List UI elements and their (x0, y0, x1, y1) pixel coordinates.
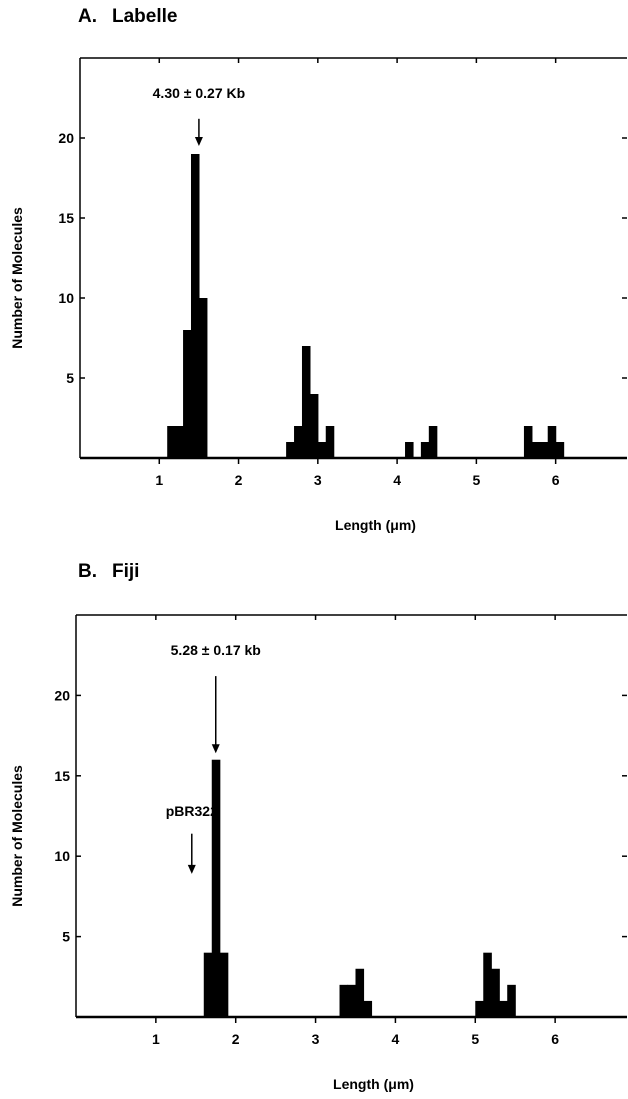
chart-a-annotation-arrowhead-0 (194, 137, 203, 146)
chart-a-y-tick-label-1: 10 (58, 290, 74, 306)
chart-a-annotation-0: 4.30 ± 0.27 Kb (153, 85, 246, 101)
chart-a-bar-12 (420, 442, 430, 458)
chart-b-x-tick-label-3: 4 (392, 1031, 400, 1047)
chart-a-bar-4 (198, 298, 208, 458)
chart-b-bar-10 (499, 1000, 508, 1017)
chart-a-bar-10 (325, 426, 335, 458)
chart-a-bar-18 (555, 442, 565, 458)
chart-b-bar-9 (491, 968, 500, 1017)
chart-b: 1 2 3 4 5 6 5 10 15 20 Length (μm) Number of Molecu… (9, 614, 627, 1092)
panel-b-name: Fiji (112, 561, 140, 582)
chart-b-annotation-0: 5.28 ± 0.17 kb (171, 642, 261, 658)
chart-a-bar-13 (428, 426, 438, 458)
chart-b-bar-3 (339, 984, 349, 1017)
chart-a-x-tick-label-4: 5 (472, 472, 480, 488)
chart-b-y-tick-label-3: 20 (54, 687, 70, 703)
chart-a-y-axis-label: Number of Molecules (9, 207, 25, 349)
chart-a-bar-17 (547, 426, 557, 458)
chart-b-y-tick-label-2: 15 (54, 768, 70, 784)
chart-a-x-tick-label-1: 2 (235, 472, 243, 488)
chart-b-y-tick-label-0: 5 (62, 929, 70, 945)
chart-a-bar-15 (531, 442, 541, 458)
chart-b-bar-4 (347, 984, 357, 1017)
chart-b-annotation-1: pBR322 (166, 803, 218, 819)
chart-b-bar-5 (355, 968, 365, 1017)
chart-a-bar-7 (301, 346, 311, 458)
chart-a-bar-0 (167, 426, 176, 458)
chart-b-y-axis-label: Number of Molecules (9, 765, 25, 907)
chart-b-x-tick-label-1: 2 (232, 1031, 240, 1047)
chart-b-x-tick-label-2: 3 (312, 1031, 320, 1047)
panel-b-letter: B. (78, 561, 97, 582)
chart-a-x-tick-label-5: 6 (552, 472, 560, 488)
chart-b-bar-0 (203, 952, 213, 1017)
chart-b-bar-6 (363, 1000, 373, 1017)
chart-a-y-tick-label-0: 5 (66, 370, 74, 386)
chart-b-x-tick-label-5: 6 (551, 1031, 559, 1047)
chart-a: 1 2 3 4 5 6 5 10 15 20 Length (μm) Number of Molecu… (9, 57, 627, 533)
chart-b-x-axis-label: Length (μm) (333, 1076, 414, 1092)
chart-a-bar-9 (317, 442, 327, 458)
chart-a-x-axis-label: Length (μm) (335, 517, 416, 533)
chart-b-bar-8 (483, 952, 492, 1017)
chart-b-bar-11 (507, 984, 516, 1017)
chart-b-bar-7 (475, 1000, 484, 1017)
chart-a-x-tick-label-0: 1 (155, 472, 163, 488)
chart-a-bar-3 (190, 154, 200, 458)
chart-a-bar-5 (286, 442, 295, 458)
chart-a-bar-16 (539, 442, 549, 458)
chart-b-x-tick-label-0: 1 (152, 1031, 160, 1047)
chart-a-x-tick-label-2: 3 (314, 472, 322, 488)
panel-a-title: A. Labelle (78, 6, 177, 28)
chart-b-annotation-arrowhead-0 (211, 744, 220, 754)
chart-b-bar-2 (219, 952, 229, 1017)
chart-a-bar-1 (175, 426, 184, 458)
chart-a-y-tick-label-3: 20 (58, 130, 74, 146)
chart-b-annotation-arrowhead-1 (187, 864, 196, 874)
chart-b-x-tick-label-4: 5 (471, 1031, 479, 1047)
chart-a-x-tick-label-3: 4 (393, 472, 401, 488)
chart-b-bar-1 (211, 759, 221, 1017)
chart-a-bar-2 (183, 330, 192, 458)
panel-a-letter: A. (78, 6, 97, 27)
chart-a-bar-11 (405, 442, 414, 458)
panel-a-name: Labelle (112, 6, 178, 27)
chart-a-y-tick-label-2: 15 (58, 210, 74, 226)
chart-b-y-tick-label-1: 10 (54, 848, 70, 864)
panel-b-title: B. Fiji (78, 561, 139, 583)
chart-a-bar-8 (309, 394, 319, 458)
chart-a-bar-14 (523, 426, 533, 458)
chart-a-bar-6 (294, 426, 303, 458)
